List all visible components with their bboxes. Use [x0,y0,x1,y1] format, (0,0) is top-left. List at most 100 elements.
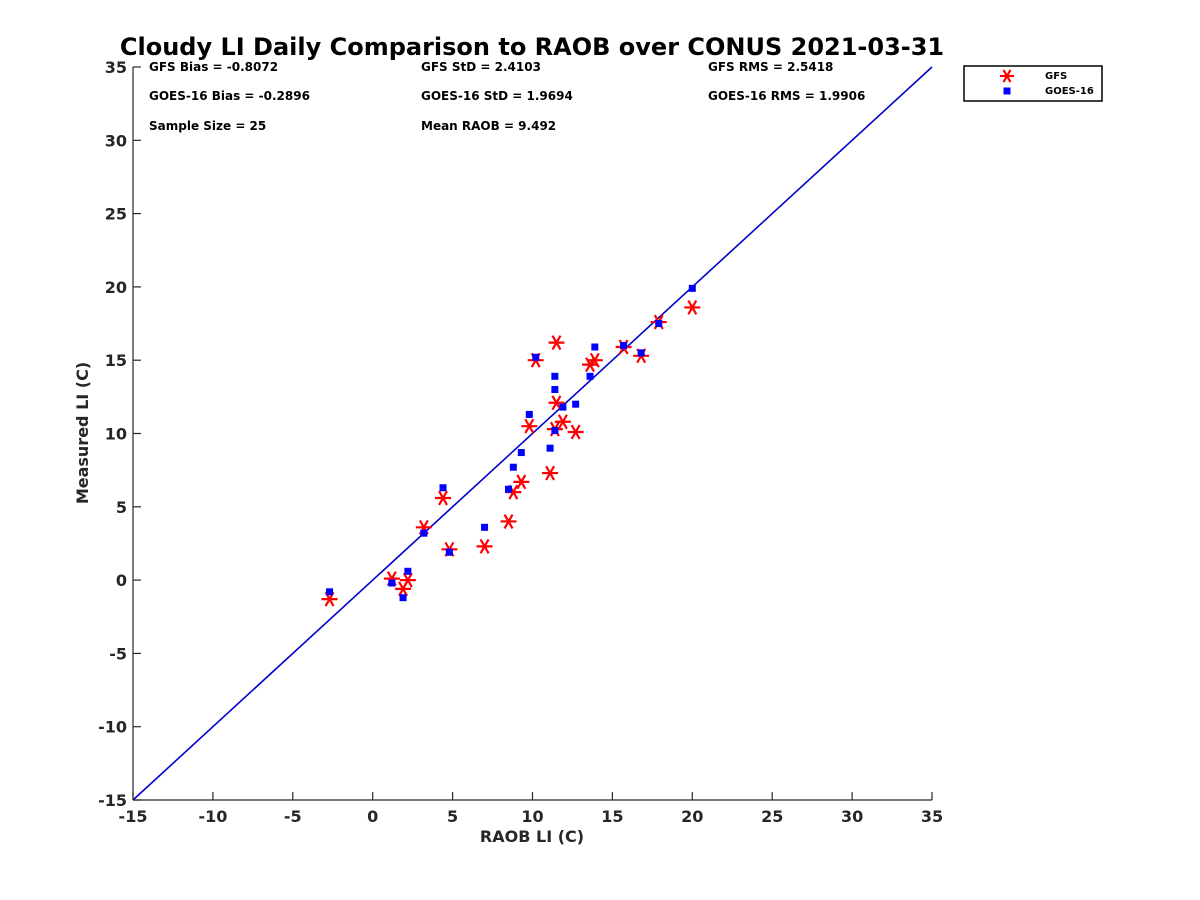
legend-box [963,65,1103,102]
stat-text: GFS StD = 2.4103 [421,60,541,74]
goes16-point [637,349,645,357]
goes16-point [688,284,696,292]
y-tick-label: 5 [116,498,127,517]
gfs-point [567,424,584,440]
stat-text: GOES-16 StD = 1.9694 [421,89,573,103]
gfs-point-stroke [551,395,562,411]
x-tick-label: 10 [521,807,543,826]
series-group [321,284,701,607]
gfs-point [684,299,701,315]
legend-marker-goes16 [1003,87,1011,95]
legend: GFS GOES-16 [963,65,1103,102]
legend-label: GOES-16 [1045,86,1094,97]
goes16-point [404,567,412,575]
goes16-point [546,444,554,452]
goes16-point [572,400,580,408]
goes16-point [509,463,517,471]
goes16-point [445,548,453,556]
legend-marker-gfs [1000,69,1014,83]
y-tick-labels: -15 -10 -5 0 5 10 15 20 25 30 35 [98,58,141,810]
gfs-point-stroke [524,418,535,434]
goes16-point [525,410,533,418]
y-axis-label: Measured LI (C) [73,362,92,504]
gfs-point [521,418,538,434]
legend-items: GFS GOES-16 [1000,69,1094,97]
goes16-point [420,529,428,537]
gfs-point-stroke [479,538,490,554]
x-tick-label: -10 [198,807,227,826]
gfs-point-stroke [545,465,556,481]
gfs-point [513,474,530,490]
gfs-point [548,395,565,411]
goes16-point [591,343,599,351]
y-tick-label: 15 [105,351,127,370]
gfs-point-stroke [508,484,519,500]
series-gfs [321,299,701,607]
legend-marker-gfs-stroke [1002,69,1012,83]
gfs-point-stroke [687,299,698,315]
goes16-point [655,320,663,328]
goes16-point [620,342,628,350]
gfs-point [399,572,416,588]
gfs-point [554,414,571,430]
goes16-point [388,579,396,587]
y-tick-label: -5 [109,644,127,663]
x-tick-label: 25 [761,807,783,826]
x-tick-label: 15 [601,807,623,826]
gfs-point [500,513,517,529]
goes16-point [586,372,594,380]
goes16-point [439,484,447,492]
series-goes-16 [326,284,696,602]
y-tick-label: 0 [116,571,127,590]
stat-text: GOES-16 Bias = -0.2896 [149,89,310,103]
gfs-point [548,335,565,351]
stat-text: GFS RMS = 2.5418 [708,60,833,74]
stats-annotations: GFS Bias = -0.8072 GFS StD = 2.4103 GFS RM… [149,60,865,133]
x-tick-label: 20 [681,807,703,826]
gfs-point [476,538,493,554]
goes16-point [551,427,559,435]
x-tick-label: -5 [284,807,302,826]
x-axis-label: RAOB LI (C) [480,827,584,846]
plot-area [132,66,933,801]
x-tick-label: -15 [119,807,148,826]
goes16-point [551,386,559,394]
goes16-point [517,449,525,457]
gfs-point [435,490,452,506]
legend-label: GFS [1045,71,1067,82]
goes16-point [559,403,567,411]
y-tick-label: 35 [105,58,127,77]
x-tick-label: 30 [841,807,863,826]
gfs-point-stroke [402,572,413,588]
stat-text: GFS Bias = -0.8072 [149,60,278,74]
y-tick-label: -15 [98,791,127,810]
gfs-point-stroke [570,424,581,440]
x-tick-labels: -15 -10 -5 0 5 10 15 20 25 30 35 [119,792,943,826]
gfs-point-stroke [589,352,600,368]
stat-text: Mean RAOB = 9.492 [421,119,556,133]
y-tick-label: 25 [105,205,127,224]
gfs-point-stroke [503,513,514,529]
gfs-point-stroke [551,335,562,351]
goes16-point [399,594,407,602]
y-tick-label: -10 [98,718,127,737]
gfs-point [586,352,603,368]
goes16-point [326,588,334,596]
stat-text: Sample Size = 25 [149,119,266,133]
chart-title: Cloudy LI Daily Comparison to RAOB over … [120,33,944,61]
goes16-point [532,353,540,361]
gfs-point-stroke [557,414,568,430]
x-tick-label: 5 [447,807,458,826]
goes16-point [551,372,559,380]
goes16-point [505,485,513,493]
y-tick-label: 30 [105,131,127,150]
stat-text: GOES-16 RMS = 1.9906 [708,89,865,103]
y-tick-label: 20 [105,278,127,297]
gfs-point [542,465,559,481]
gfs-point-stroke [516,474,527,490]
y-tick-label: 10 [105,425,127,444]
gfs-point [395,581,412,597]
x-tick-label: 0 [367,807,378,826]
x-tick-label: 35 [921,807,943,826]
